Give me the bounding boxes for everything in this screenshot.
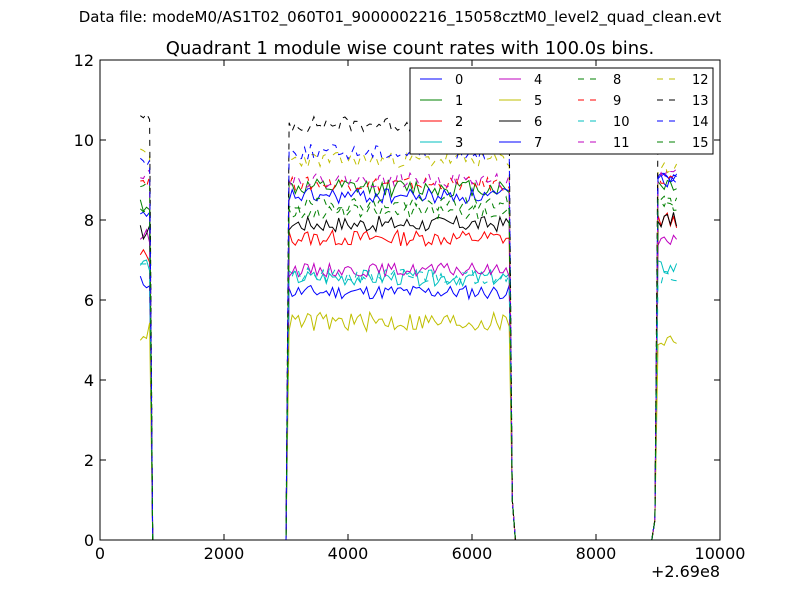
series-line-4 <box>139 228 677 541</box>
legend-label-4: 4 <box>534 73 542 88</box>
y-tick-label: 8 <box>84 211 94 230</box>
legend-label-12: 12 <box>692 73 709 88</box>
series-line-0 <box>139 172 677 541</box>
figure-suptitle: Data file: modeM0/AS1T02_060T01_90000022… <box>78 8 722 26</box>
series-line-12 <box>140 148 678 541</box>
legend-label-2: 2 <box>455 115 463 130</box>
legend-label-7: 7 <box>534 136 542 151</box>
legend-label-14: 14 <box>692 115 709 130</box>
legend-label-15: 15 <box>692 136 709 151</box>
y-tick-label: 12 <box>74 51 94 70</box>
legend-label-3: 3 <box>455 136 463 151</box>
series-line-13 <box>140 112 678 541</box>
x-tick-label: 8000 <box>576 544 617 563</box>
legend-label-8: 8 <box>613 73 621 88</box>
legend-label-13: 13 <box>692 94 709 109</box>
x-tick-label: 0 <box>95 544 105 563</box>
series-line-9 <box>140 174 677 541</box>
series-line-7 <box>140 173 678 541</box>
x-axis-offset-label: +2.69e8 <box>651 562 720 581</box>
legend-box <box>409 67 714 155</box>
series-line-5 <box>139 310 677 541</box>
series-line-8 <box>140 182 678 541</box>
series-line-2 <box>139 212 678 541</box>
series-line-14 <box>139 142 677 541</box>
series-line-10 <box>140 256 677 541</box>
x-tick-label: 10000 <box>695 544 746 563</box>
legend-label-9: 9 <box>613 94 621 109</box>
y-tick-label: 6 <box>84 291 94 310</box>
chart-title: Quadrant 1 module wise count rates with … <box>166 38 655 59</box>
legend-label-10: 10 <box>613 115 630 130</box>
legend-label-5: 5 <box>534 94 542 109</box>
series-line-11 <box>140 168 677 541</box>
legend-label-6: 6 <box>534 115 542 130</box>
x-tick-label: 2000 <box>204 544 245 563</box>
series-line-6 <box>139 212 678 541</box>
y-tick-label: 4 <box>84 371 94 390</box>
x-tick-label: 4000 <box>328 544 369 563</box>
y-tick-label: 0 <box>84 531 94 550</box>
series-line-15 <box>139 197 677 541</box>
plot-lines <box>139 112 678 541</box>
legend-label-1: 1 <box>455 94 463 109</box>
legend-label-11: 11 <box>613 136 630 151</box>
y-tick-label: 10 <box>74 131 94 150</box>
x-axis: 0 2000 4000 6000 8000 10000 <box>95 60 746 563</box>
legend-label-0: 0 <box>455 73 463 88</box>
y-tick-label: 2 <box>84 451 94 470</box>
series-line-1 <box>139 178 677 541</box>
x-tick-label: 6000 <box>452 544 493 563</box>
series-line-3 <box>139 259 678 541</box>
